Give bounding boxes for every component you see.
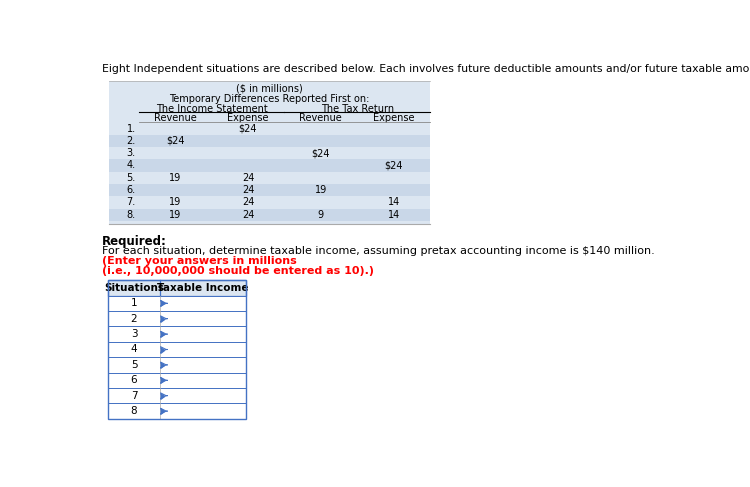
Text: For each situation, determine taxable income, assuming pretax accounting income : For each situation, determine taxable in… <box>101 246 658 256</box>
Bar <box>108 357 246 373</box>
Text: ($ in millions): ($ in millions) <box>236 83 303 93</box>
Bar <box>110 81 430 224</box>
Text: Expense: Expense <box>227 113 268 123</box>
Bar <box>108 342 246 357</box>
Text: The Income Statement: The Income Statement <box>156 104 268 114</box>
Text: 19: 19 <box>169 197 182 207</box>
Text: Revenue: Revenue <box>299 113 342 123</box>
Text: 4: 4 <box>130 344 137 355</box>
Bar <box>110 122 430 135</box>
Bar <box>108 280 246 296</box>
Bar <box>110 208 430 221</box>
Text: 7.: 7. <box>126 197 136 207</box>
Text: $24: $24 <box>238 124 257 133</box>
Bar <box>110 159 430 171</box>
Text: Eight Independent situations are described below. Each involves future deductibl: Eight Independent situations are describ… <box>101 64 750 74</box>
Text: Situations: Situations <box>104 283 164 293</box>
Text: (Enter your answers in millions: (Enter your answers in millions <box>101 256 296 266</box>
Text: $24: $24 <box>385 161 403 170</box>
Text: 2.: 2. <box>126 136 136 146</box>
Text: 24: 24 <box>242 173 254 183</box>
Bar <box>108 403 246 419</box>
Text: 14: 14 <box>388 197 400 207</box>
Text: $24: $24 <box>166 136 184 146</box>
Text: Required:: Required: <box>101 235 166 248</box>
Text: Taxable Income: Taxable Income <box>158 283 249 293</box>
Bar <box>110 196 430 208</box>
Text: Revenue: Revenue <box>154 113 196 123</box>
Text: 24: 24 <box>242 197 254 207</box>
Bar <box>110 147 430 159</box>
Text: 8: 8 <box>130 406 137 416</box>
Bar <box>108 388 246 403</box>
Bar <box>108 296 246 311</box>
Text: 2: 2 <box>130 314 137 324</box>
Text: 6.: 6. <box>127 185 136 195</box>
Text: 14: 14 <box>388 210 400 220</box>
Text: 19: 19 <box>315 185 327 195</box>
Text: 6: 6 <box>130 375 137 385</box>
Text: $24: $24 <box>311 148 330 158</box>
Text: 1: 1 <box>130 299 137 308</box>
Bar <box>108 280 246 419</box>
Text: 5: 5 <box>130 360 137 370</box>
Bar <box>110 184 430 196</box>
Text: 24: 24 <box>242 210 254 220</box>
Text: 1.: 1. <box>127 124 136 133</box>
Text: Temporary Differences Reported First on:: Temporary Differences Reported First on: <box>170 94 370 104</box>
Bar <box>108 326 246 342</box>
Text: 19: 19 <box>169 210 182 220</box>
Text: The Tax Return: The Tax Return <box>321 104 394 114</box>
Bar <box>108 373 246 388</box>
Text: 19: 19 <box>169 173 182 183</box>
Text: 7: 7 <box>130 391 137 401</box>
Text: Expense: Expense <box>373 113 415 123</box>
Text: 4.: 4. <box>127 161 136 170</box>
Bar <box>110 171 430 184</box>
Text: 24: 24 <box>242 185 254 195</box>
Bar <box>108 311 246 326</box>
Text: (i.e., 10,000,000 should be entered as 10).): (i.e., 10,000,000 should be entered as 1… <box>101 266 374 276</box>
Text: 8.: 8. <box>127 210 136 220</box>
Text: 3.: 3. <box>127 148 136 158</box>
Text: 9: 9 <box>318 210 324 220</box>
Text: 5.: 5. <box>126 173 136 183</box>
Bar <box>110 135 430 147</box>
Text: 3: 3 <box>130 329 137 339</box>
